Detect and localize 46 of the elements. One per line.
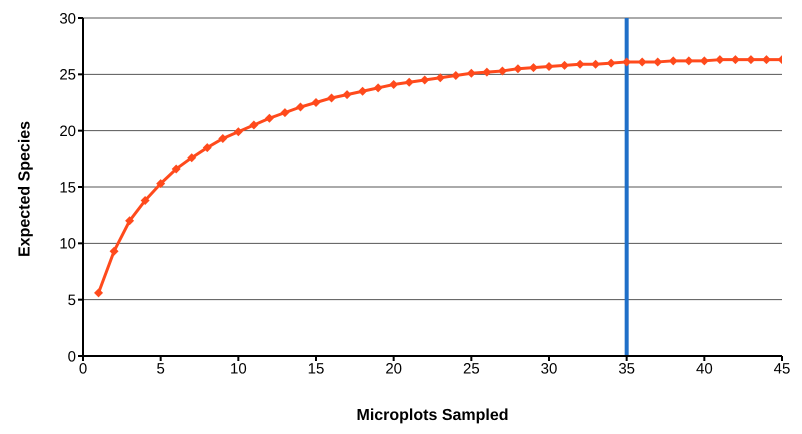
y-axis-title: Expected Species bbox=[16, 120, 34, 257]
point bbox=[110, 246, 119, 256]
y-tick-label: 10 bbox=[59, 236, 76, 253]
point bbox=[327, 93, 336, 102]
y-tick-label: 0 bbox=[68, 348, 76, 366]
point bbox=[280, 108, 290, 118]
y-tick-label: 30 bbox=[59, 10, 76, 28]
point bbox=[374, 83, 383, 92]
y-tick-label: 20 bbox=[59, 122, 76, 140]
x-tick-label: 40 bbox=[696, 360, 713, 378]
point bbox=[296, 102, 305, 112]
y-tick-label: 15 bbox=[59, 179, 76, 196]
point bbox=[342, 90, 352, 100]
point bbox=[94, 288, 104, 298]
x-tick-label: 30 bbox=[540, 360, 558, 378]
point bbox=[218, 134, 228, 144]
point bbox=[125, 216, 134, 226]
point bbox=[234, 127, 243, 136]
point bbox=[249, 120, 258, 130]
point bbox=[187, 153, 196, 162]
point bbox=[544, 62, 554, 71]
point bbox=[140, 196, 150, 206]
point bbox=[436, 73, 445, 82]
point bbox=[172, 164, 181, 174]
x-tick-label: 10 bbox=[230, 360, 247, 378]
point bbox=[606, 58, 616, 68]
x-tick-label: 45 bbox=[774, 360, 790, 378]
point bbox=[513, 64, 522, 74]
point bbox=[312, 98, 320, 107]
x-axis-title: Microplots Sampled bbox=[356, 407, 509, 424]
x-tick-label: 5 bbox=[156, 360, 165, 378]
y-tick-label: 25 bbox=[59, 66, 76, 84]
point bbox=[156, 179, 166, 188]
x-tick-label: 25 bbox=[462, 360, 480, 378]
x-tick-label: 15 bbox=[308, 360, 324, 378]
point bbox=[202, 143, 212, 152]
point bbox=[264, 114, 274, 123]
x-tick-label: 35 bbox=[618, 360, 636, 378]
x-tick-label: 20 bbox=[385, 360, 402, 378]
x-tick-label: 0 bbox=[78, 360, 88, 378]
point bbox=[451, 70, 460, 80]
point bbox=[420, 75, 430, 84]
point bbox=[404, 78, 414, 87]
point bbox=[358, 86, 368, 96]
y-tick-label: 5 bbox=[68, 292, 76, 309]
point bbox=[389, 80, 398, 89]
